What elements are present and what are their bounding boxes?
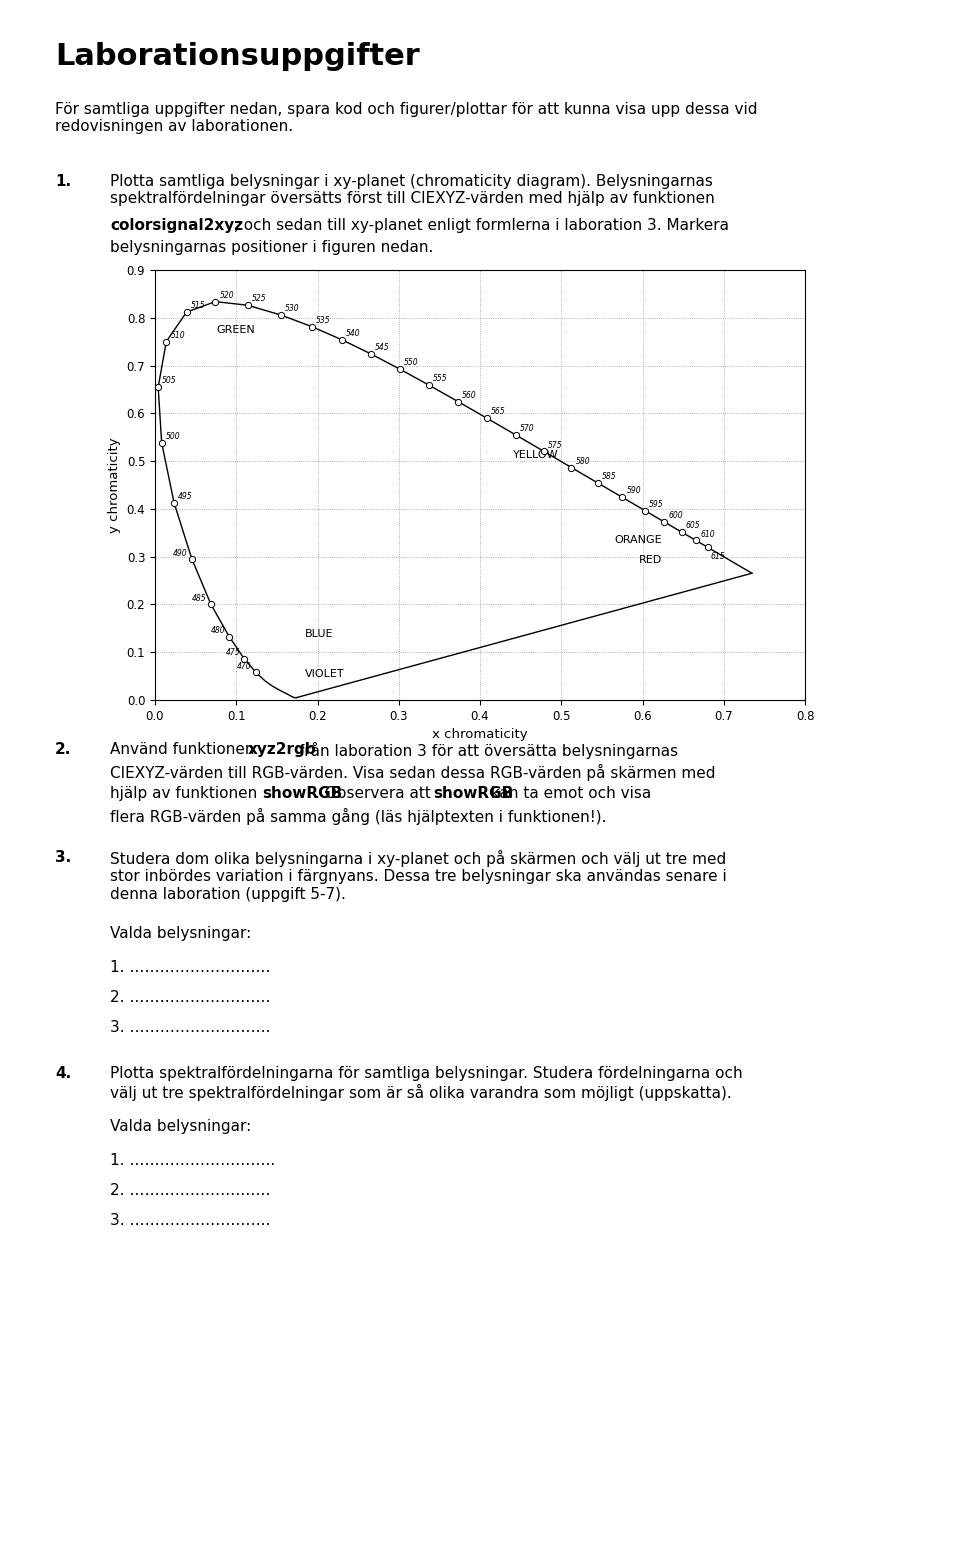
Text: 525: 525 [252, 294, 267, 303]
Text: 560: 560 [462, 390, 477, 399]
Text: 600: 600 [668, 511, 684, 520]
Text: 500: 500 [166, 432, 180, 441]
Text: flera RGB-värden på samma gång (läs hjälptexten i funktionen!).: flera RGB-värden på samma gång (läs hjäl… [110, 808, 607, 825]
X-axis label: x chromaticity: x chromaticity [432, 728, 528, 741]
Text: xyz2rgb: xyz2rgb [248, 741, 316, 757]
Text: 4.: 4. [55, 1067, 71, 1081]
Text: 1.: 1. [55, 173, 71, 189]
Text: 580: 580 [575, 457, 590, 466]
Text: 480: 480 [210, 625, 225, 635]
Text: Använd funktionen: Använd funktionen [110, 741, 259, 757]
Text: 3. ……………………….: 3. ………………………. [110, 1214, 271, 1228]
Text: BLUE: BLUE [305, 628, 334, 639]
Text: 550: 550 [404, 358, 419, 367]
Text: 3.: 3. [55, 850, 71, 865]
Text: 2. ……………………….: 2. ………………………. [110, 991, 271, 1005]
Text: Plotta spektralfördelningarna för samtliga belysningar. Studera fördelningarna o: Plotta spektralfördelningarna för samtli… [110, 1067, 743, 1101]
Text: 530: 530 [285, 303, 300, 313]
Text: 1. ………………………..: 1. ……………………….. [110, 1153, 276, 1169]
Text: 505: 505 [162, 376, 177, 385]
Text: 570: 570 [520, 424, 535, 433]
Text: 540: 540 [346, 328, 360, 337]
Text: 3. ……………………….: 3. ………………………. [110, 1020, 271, 1036]
Text: showRGB: showRGB [262, 786, 343, 800]
Text: RED: RED [638, 556, 661, 565]
Text: , och sedan till xy-planet enligt formlerna i laboration 3. Markera: , och sedan till xy-planet enligt formle… [234, 218, 729, 234]
Text: Laborationsuppgifter: Laborationsuppgifter [55, 42, 420, 71]
Text: 470: 470 [237, 663, 252, 670]
Text: 610: 610 [700, 529, 714, 539]
Text: Studera dom olika belysningarna i xy-planet och på skärmen och välj ut tre med
s: Studera dom olika belysningarna i xy-pla… [110, 850, 727, 902]
Text: Valda belysningar:: Valda belysningar: [110, 926, 252, 941]
Text: showRGB: showRGB [433, 786, 514, 800]
Text: ORANGE: ORANGE [614, 536, 661, 545]
Text: kan ta emot och visa: kan ta emot och visa [486, 786, 651, 800]
Text: colorsignal2xyz: colorsignal2xyz [110, 218, 243, 234]
Y-axis label: y chromaticity: y chromaticity [108, 437, 121, 533]
Text: CIEXYZ-värden till RGB-värden. Visa sedan dessa RGB-värden på skärmen med: CIEXYZ-värden till RGB-värden. Visa seda… [110, 765, 715, 782]
Text: 475: 475 [226, 649, 240, 656]
Text: belysningarnas positioner i figuren nedan.: belysningarnas positioner i figuren neda… [110, 240, 433, 255]
Text: 590: 590 [627, 486, 641, 495]
Text: VIOLET: VIOLET [305, 669, 345, 678]
Text: från laboration 3 för att översätta belysningarnas: från laboration 3 för att översätta bely… [294, 741, 678, 759]
Text: Valda belysningar:: Valda belysningar: [110, 1119, 252, 1135]
Text: 605: 605 [685, 522, 701, 531]
Text: hjälp av funktionen: hjälp av funktionen [110, 786, 262, 800]
Text: 545: 545 [375, 344, 390, 351]
Text: 515: 515 [191, 302, 205, 310]
Text: 495: 495 [179, 492, 193, 502]
Text: 615: 615 [710, 553, 725, 560]
Text: 585: 585 [602, 472, 616, 481]
Text: YELLOW: YELLOW [513, 450, 558, 460]
Text: 575: 575 [548, 441, 563, 449]
Text: 2.: 2. [55, 741, 71, 757]
Text: Plotta samtliga belysningar i xy-planet (chromaticity diagram). Belysningarnas
s: Plotta samtliga belysningar i xy-planet … [110, 173, 715, 206]
Text: 490: 490 [173, 548, 188, 557]
Text: . Observera att: . Observera att [315, 786, 436, 800]
Text: 595: 595 [649, 500, 663, 509]
Text: 1. ……………………….: 1. ………………………. [110, 960, 271, 975]
Text: För samtliga uppgifter nedan, spara kod och figurer/plottar för att kunna visa u: För samtliga uppgifter nedan, spara kod … [55, 102, 757, 135]
Text: 520: 520 [220, 291, 234, 300]
Text: 565: 565 [492, 407, 506, 416]
Text: 535: 535 [316, 316, 330, 325]
Text: 510: 510 [170, 331, 185, 339]
Text: 2. ……………………….: 2. ………………………. [110, 1183, 271, 1198]
Text: GREEN: GREEN [216, 325, 254, 334]
Text: 555: 555 [433, 375, 447, 384]
Text: 485: 485 [192, 594, 206, 602]
